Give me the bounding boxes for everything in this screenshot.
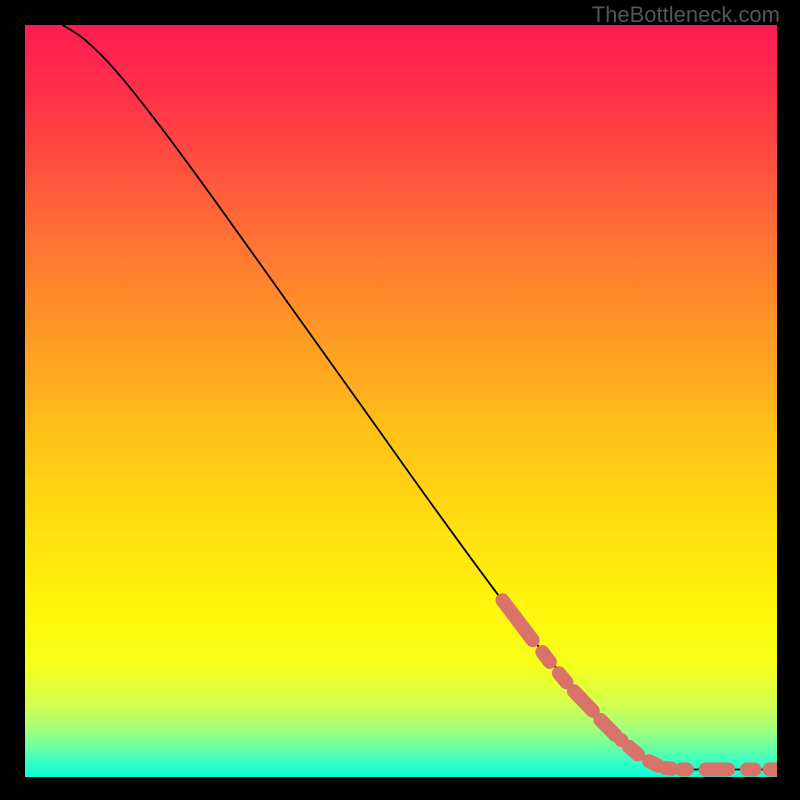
- data-marker: [649, 761, 658, 766]
- data-marker: [542, 652, 550, 662]
- data-marker: [574, 691, 593, 711]
- curve-layer: [25, 25, 777, 777]
- watermark-text: TheBottleneck.com: [592, 2, 780, 28]
- data-marker: [600, 720, 615, 735]
- data-markers: [503, 600, 777, 769]
- data-marker: [559, 673, 567, 682]
- data-marker: [629, 747, 638, 755]
- bottleneck-curve: [63, 25, 777, 770]
- data-marker: [666, 768, 672, 769]
- chart-area: [25, 25, 777, 777]
- data-marker: [503, 600, 533, 640]
